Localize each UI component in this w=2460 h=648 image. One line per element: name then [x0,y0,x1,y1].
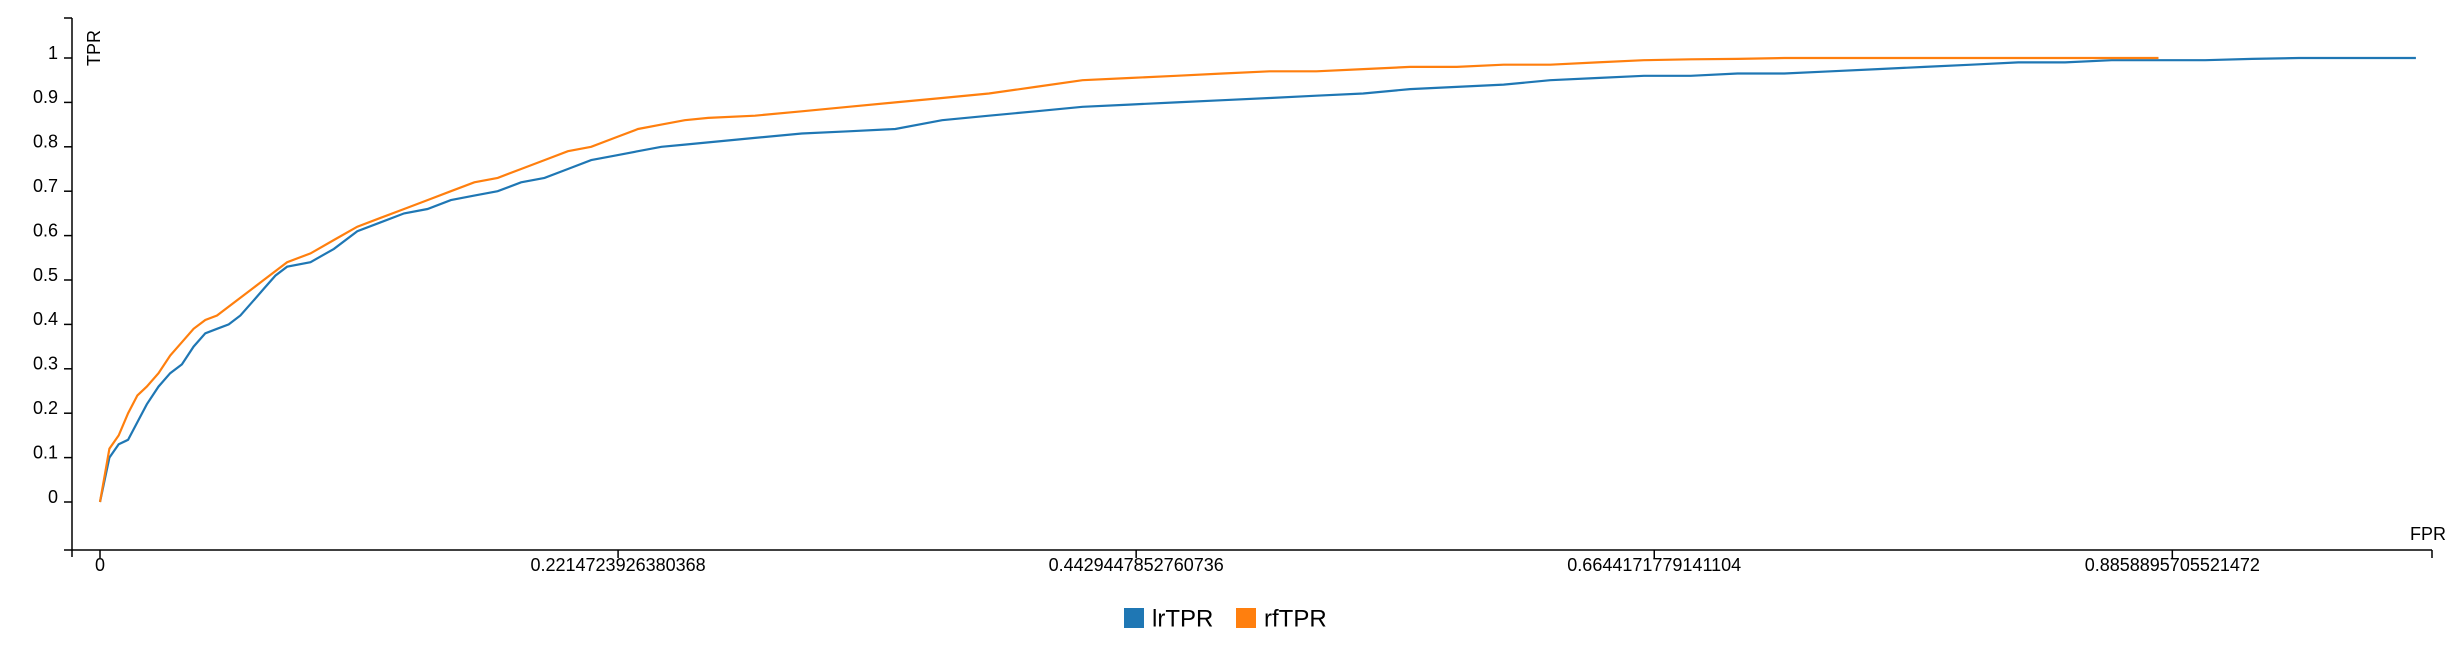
x-axis-label: FPR [2410,524,2446,544]
x-axis: 0 0.2214723926380368 0.4429447852760736 0.6… [64,524,2446,575]
y-tick: 0.5 [33,265,72,285]
y-tick: 0.6 [33,220,72,240]
y-tick-label: 0.8 [33,132,58,152]
y-tick-label: 0.1 [33,442,58,462]
y-axis: 0 0.1 0.2 0.3 0.4 0.5 0.6 0.7 0.8 0.9 1 TPR [33,17,104,550]
y-tick-label: 0 [48,487,58,507]
legend-label: rfTPR [1264,605,1327,632]
legend-label: lrTPR [1152,605,1213,632]
y-axis-label: TPR [84,30,104,66]
legend-swatch [1236,608,1256,628]
legend-item-rfTPR: rfTPR [1236,605,1327,632]
y-ticks: 0 0.1 0.2 0.3 0.4 0.5 0.6 0.7 0.8 0.9 1 [33,43,72,507]
y-tick-label: 1 [48,43,58,63]
y-tick-label: 0.3 [33,354,58,374]
x-tick-label: 0 [95,555,105,575]
x-tick: 0.8858895705521472 [2085,550,2260,575]
series-line-rfTPR [98,56,2159,503]
x-tick-label: 0.2214723926380368 [530,555,705,575]
y-tick: 0.3 [33,354,72,374]
y-tick: 0.9 [33,87,72,107]
x-tick: 0 [95,550,105,575]
y-tick-label: 0.9 [33,87,58,107]
y-tick: 0.1 [33,442,72,462]
x-tick: 0.2214723926380368 [530,550,706,575]
series-line-lrTPR [98,56,2416,503]
y-tick: 0.4 [33,309,72,329]
y-tick-label: 0.7 [33,176,58,196]
legend: lrTPR rfTPR [1124,605,1327,632]
y-tick: 0.2 [33,398,72,418]
y-tick: 0.7 [33,176,72,196]
x-ticks: 0 0.2214723926380368 0.4429447852760736 0.6… [95,550,2260,575]
y-tick: 1 [48,43,72,63]
x-tick: 0.6644171779141104 [1567,550,1741,575]
x-tick-label: 0.8858895705521472 [2085,555,2260,575]
legend-swatch [1124,608,1144,628]
y-tick-label: 0.2 [33,398,58,418]
x-tick-label: 0.6644171779141104 [1567,555,1741,575]
y-tick: 0.8 [33,132,72,152]
y-tick-label: 0.4 [33,309,58,329]
series-group [98,56,2416,503]
y-tick: 0 [48,487,72,507]
y-tick-label: 0.5 [33,265,58,285]
plot-area: 0 0.1 0.2 0.3 0.4 0.5 0.6 0.7 0.8 0.9 1 TPR 0 0.221… [33,17,2446,575]
legend-item-lrTPR: lrTPR [1124,605,1213,632]
y-tick-label: 0.6 [33,220,58,240]
x-tick-label: 0.4429447852760736 [1049,555,1224,575]
x-tick: 0.4429447852760736 [1049,550,1224,575]
